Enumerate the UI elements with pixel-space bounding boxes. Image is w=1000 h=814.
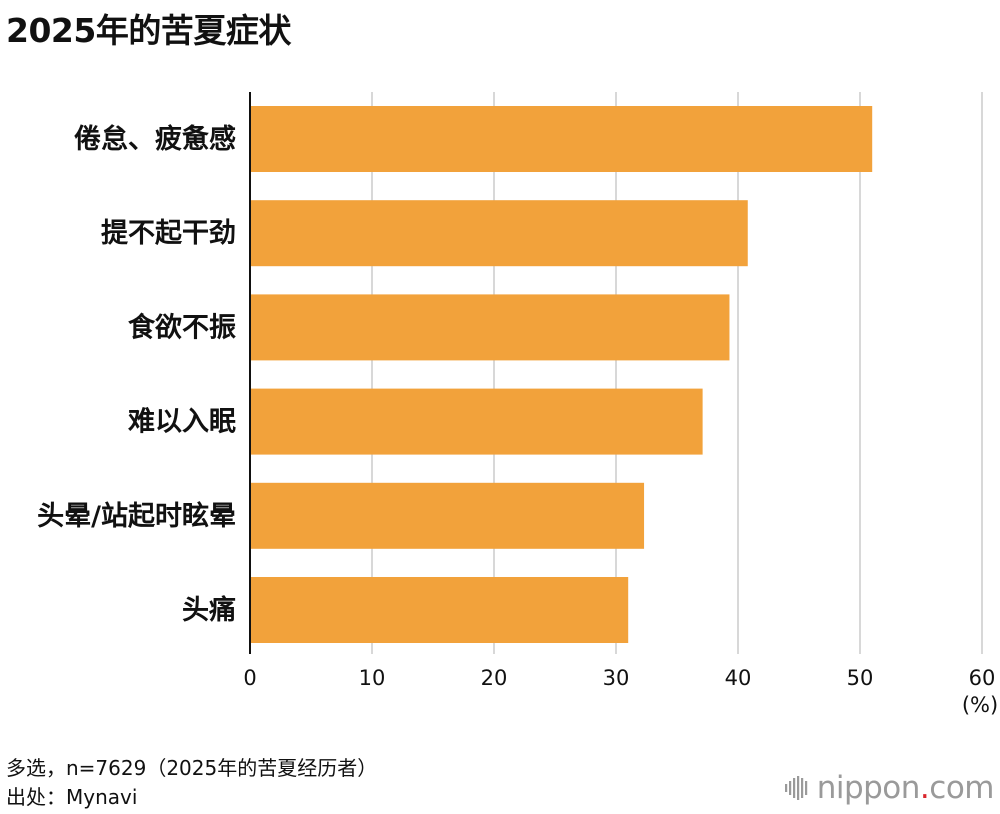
- bars: [250, 106, 873, 643]
- x-tick-label: 60: [969, 666, 996, 690]
- bar: [250, 388, 703, 455]
- x-tick-label: 40: [725, 666, 752, 690]
- x-unit-label: (%): [962, 693, 998, 717]
- category-label: 头晕/站起时眩晕: [37, 500, 236, 532]
- category-label: 难以入眠: [127, 407, 236, 438]
- category-label: 食欲不振: [128, 311, 236, 343]
- bar: [250, 200, 748, 267]
- footnote-source: 出处：Mynavi: [6, 785, 138, 809]
- logo-name: nippon: [816, 770, 921, 806]
- nippon-logo: nippon.com: [784, 768, 995, 808]
- category-label: 头痛: [182, 594, 236, 626]
- footnote-sample: 多选，n=7629（2025年的苦夏经历者）: [6, 756, 378, 780]
- bar: [250, 577, 629, 643]
- x-tick-label: 30: [603, 666, 630, 690]
- nippon-bars-icon: [784, 776, 807, 800]
- category-label: 倦怠、疲惫感: [74, 123, 236, 155]
- logo-wordmark: nippon.com: [816, 770, 995, 806]
- category-label: 提不起干劲: [101, 218, 236, 249]
- chart-title: 2025年的苦夏症状: [6, 11, 291, 50]
- x-tick-label: 20: [481, 666, 508, 690]
- logo-suffix: com: [929, 770, 994, 806]
- x-tick-label: 0: [243, 666, 256, 690]
- logo-dot: .: [919, 770, 930, 806]
- bar: [250, 106, 873, 172]
- x-tick-label: 50: [847, 666, 874, 690]
- bar: [250, 482, 645, 549]
- grid-lines: [371, 92, 983, 654]
- bar: [250, 294, 730, 361]
- x-tick-label: 10: [359, 666, 386, 690]
- x-tick-labels: 0 10 20 30 40 50 60: [243, 666, 995, 690]
